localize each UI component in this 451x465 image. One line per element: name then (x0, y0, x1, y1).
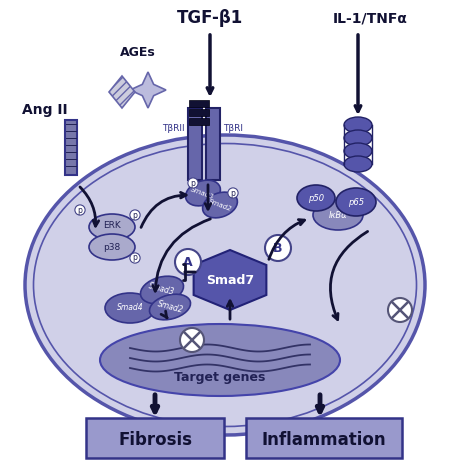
Ellipse shape (344, 117, 372, 133)
FancyBboxPatch shape (189, 118, 209, 125)
FancyBboxPatch shape (246, 418, 402, 458)
Circle shape (180, 328, 204, 352)
Ellipse shape (100, 324, 340, 396)
Text: Smad4: Smad4 (117, 304, 143, 312)
FancyBboxPatch shape (65, 120, 77, 175)
Text: Fibrosis: Fibrosis (118, 431, 192, 449)
Polygon shape (193, 250, 267, 310)
FancyBboxPatch shape (206, 108, 220, 180)
Text: p: p (230, 188, 235, 198)
Text: p50: p50 (308, 193, 324, 202)
Text: p65: p65 (348, 198, 364, 206)
Polygon shape (130, 72, 166, 108)
Text: ERK: ERK (103, 220, 121, 230)
Ellipse shape (25, 135, 425, 435)
FancyBboxPatch shape (188, 108, 202, 180)
Text: p38: p38 (103, 243, 120, 252)
Text: IL-1/TNFα: IL-1/TNFα (332, 11, 407, 25)
Circle shape (175, 249, 201, 275)
Circle shape (388, 298, 412, 322)
Polygon shape (109, 76, 135, 108)
Text: B: B (273, 241, 283, 254)
Text: IκBα: IκBα (329, 211, 347, 219)
Text: AGEs: AGEs (120, 46, 156, 59)
Text: Inflammation: Inflammation (262, 431, 387, 449)
Ellipse shape (105, 293, 155, 323)
Text: p: p (191, 179, 195, 187)
Ellipse shape (297, 185, 335, 211)
Ellipse shape (344, 156, 372, 172)
Ellipse shape (344, 130, 372, 146)
Ellipse shape (313, 200, 363, 230)
Text: TGF-β1: TGF-β1 (177, 9, 243, 27)
FancyBboxPatch shape (189, 100, 209, 107)
FancyBboxPatch shape (86, 418, 224, 458)
Ellipse shape (89, 214, 135, 240)
Ellipse shape (140, 276, 184, 304)
Ellipse shape (344, 143, 372, 159)
Text: p: p (133, 211, 138, 219)
Text: TβRII: TβRII (162, 124, 185, 133)
Text: Smad2: Smad2 (207, 198, 233, 212)
Text: A: A (183, 255, 193, 268)
Text: Ang II: Ang II (22, 103, 68, 117)
Text: Smad2: Smad2 (156, 299, 184, 315)
Ellipse shape (89, 234, 135, 260)
FancyBboxPatch shape (189, 109, 209, 116)
Ellipse shape (202, 192, 237, 218)
Ellipse shape (186, 180, 221, 206)
Text: Target genes: Target genes (175, 372, 266, 385)
Text: Smad3: Smad3 (147, 281, 175, 297)
Text: TβRI: TβRI (223, 124, 243, 133)
Ellipse shape (336, 188, 376, 216)
Text: p: p (133, 253, 138, 263)
Circle shape (265, 235, 291, 261)
Text: Smad3: Smad3 (189, 186, 215, 200)
Ellipse shape (149, 294, 190, 320)
Text: p: p (78, 206, 83, 214)
Text: Smad7: Smad7 (206, 273, 254, 286)
